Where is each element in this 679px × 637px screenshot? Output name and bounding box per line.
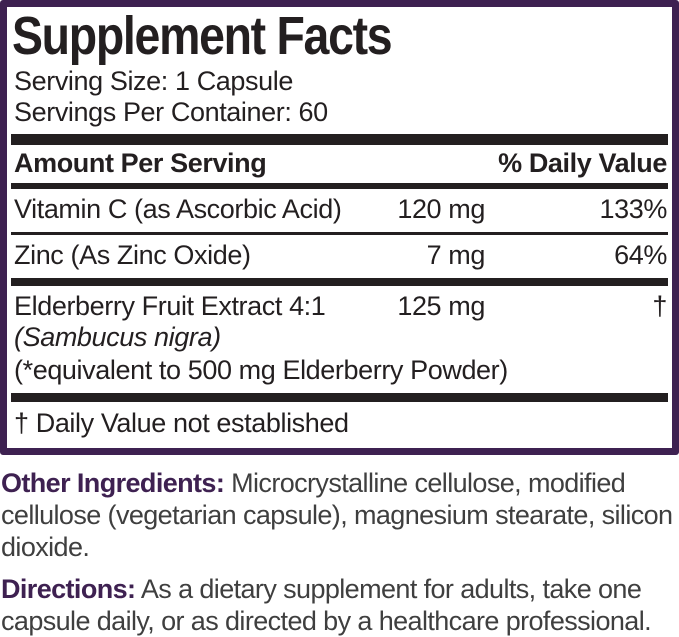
divider-under-header [11,183,668,189]
elderberry-latin-name: (Sambucus nigra) [14,322,221,352]
divider-thick-top [11,134,668,145]
nutrient-name: Zinc (As Zinc Oxide) [14,240,251,270]
nutrient-name: Elderberry Fruit Extract 4:1 [14,291,326,321]
nutrient-amount: 7 mg [426,240,486,270]
table-row-zinc: Zinc (As Zinc Oxide) 7 mg 64% [11,235,668,278]
servings-per-container-line: Servings Per Container: 60 [14,97,328,127]
directions-paragraph: Directions: As a dietary supplement for … [0,573,679,637]
table-row-vitamin-c: Vitamin C (as Ascorbic Acid) 120 mg 133% [11,189,668,232]
serving-size-line: Serving Size: 1 Capsule [14,66,293,96]
nutrient-amount: 125 mg [397,291,485,321]
nutrient-daily-value: 133% [599,194,668,224]
elderberry-main-line: Elderberry Fruit Extract 4:1 125 mg † [11,286,668,322]
nutrient-amount: 120 mg [397,194,485,224]
other-ingredients-paragraph: Other Ingredients: Microcrystalline cell… [0,467,679,563]
nutrient-name: Vitamin C (as Ascorbic Acid) [14,194,342,224]
divider-thin [11,232,668,235]
table-row-elderberry: Elderberry Fruit Extract 4:1 125 mg † (S… [11,286,668,393]
other-ingredients-label: Other Ingredients: [1,468,225,498]
amount-per-serving-header: Amount Per Serving [14,148,267,178]
daily-value-footnote: † Daily Value not established [14,408,349,438]
other-ingredients-text: Microcrystalline cellulose, modified cel… [1,468,673,562]
daily-value-header: % Daily Value [498,148,667,178]
nutrient-daily-value: † [652,291,667,321]
divider-section [11,278,668,286]
directions-label: Directions: [1,574,136,604]
divider-above-footnote [11,393,668,402]
nutrient-daily-value: 64% [614,240,667,270]
elderberry-equivalence-note: (*equivalent to 500 mg Elderberry Powder… [14,355,508,385]
table-header-row: Amount Per Serving % Daily Value [11,145,668,183]
panel-title-text: Supplement Facts [12,6,393,66]
supplement-facts-panel: Supplement Facts Serving Size: 1 Capsule… [0,0,679,455]
panel-title: Supplement Facts [12,8,668,64]
